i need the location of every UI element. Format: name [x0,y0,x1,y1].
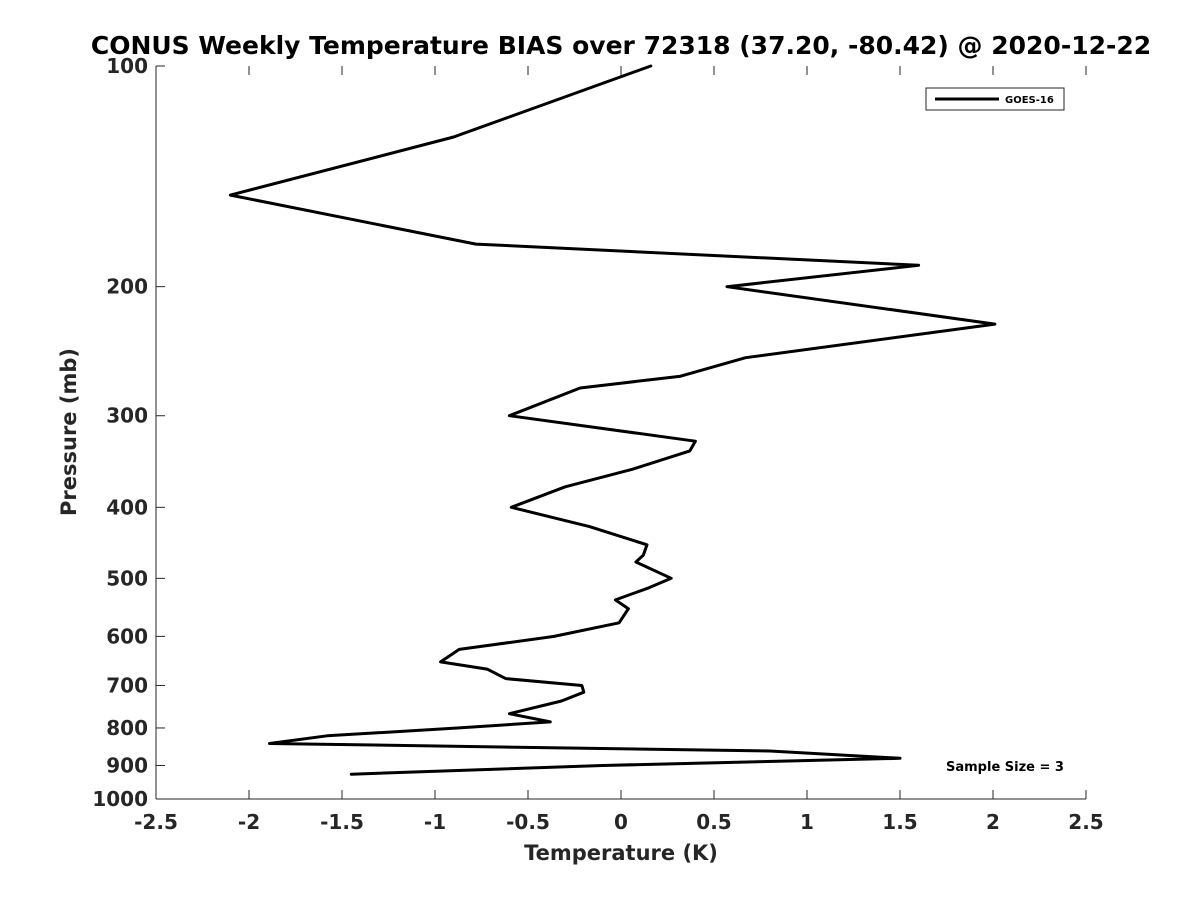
y-tick-label: 200 [106,275,148,299]
legend-label-goes-16: GOES-16 [1005,95,1054,106]
y-tick-label: 300 [106,404,148,428]
series-layer [228,64,997,776]
x-tick-label: 0.5 [696,810,731,834]
x-ticks: -2.5 -2 -1.5 -1 -0.5 0 0.5 1 1.5 2 2.5 [134,66,1104,834]
chart-title: CONUS Weekly Temperature BIAS over 72318… [91,31,1151,60]
y-tick-label: 500 [106,566,148,590]
y-tick-label: 100 [106,54,148,78]
y-tick-label: 400 [106,495,148,519]
sample-size-annotation: Sample Size = 3 [946,760,1064,775]
x-axis-label: Temperature (K) [524,841,718,865]
y-tick-label: 600 [106,624,148,648]
x-tick-label: 2.5 [1068,810,1103,834]
y-tick-label: 700 [106,673,148,697]
legend: GOES-16 [925,87,1065,111]
y-ticks: 100 200 300 400 500 600 700 800 900 1000 [92,54,165,811]
y-axis-label: Pressure (mb) [57,348,81,516]
x-tick-label: -1.5 [320,810,364,834]
x-tick-label: -1 [424,810,446,834]
x-tick-label: -0.5 [506,810,550,834]
y-tick-label: 800 [106,716,148,740]
y-tick-label: 900 [106,753,148,777]
x-tick-label: 2 [986,810,1000,834]
x-tick-label: 1 [800,810,814,834]
x-tick-label: 1.5 [882,810,917,834]
x-tick-label: -2.5 [134,810,178,834]
series-line-0 [228,64,997,776]
x-tick-label: 0 [614,810,628,834]
y-tick-label: 1000 [92,787,148,811]
x-tick-label: -2 [238,810,260,834]
